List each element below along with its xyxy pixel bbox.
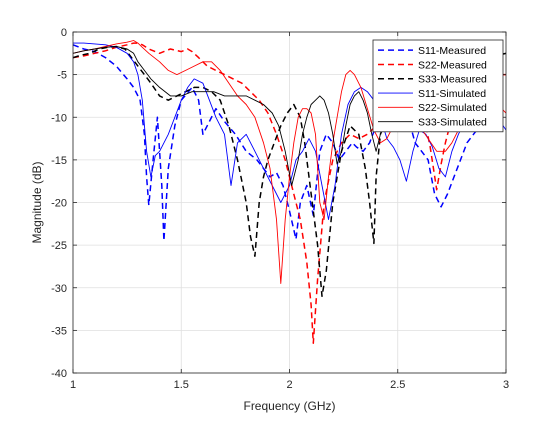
legend-label: S22-Measured [418,59,487,71]
series-line-s22-simulated [73,40,506,284]
x-axis-title: Frequency (GHz) [243,399,335,413]
y-tick-label: -5 [57,70,67,82]
series-line-s11-simulated [73,42,506,221]
x-tick-label: 1.5 [174,379,189,391]
y-tick-label: -30 [51,283,67,295]
x-tick-label: 2.5 [390,379,405,391]
legend-box [372,39,504,133]
y-tick-label: 0 [61,27,67,39]
y-axis-title: Magnitude (dB) [30,161,44,243]
y-tick-label: -25 [51,240,67,252]
x-tick-label: 3 [503,379,509,391]
legend-label: S11-Simulated [418,88,486,100]
y-tick-label: -10 [51,112,67,124]
legend-label: S33-Measured [418,74,487,86]
x-tick-label: 2 [286,379,292,391]
y-tick-label: -35 [51,325,67,337]
series-line-s22-measured [73,42,506,344]
y-tick-label: -40 [51,368,67,380]
y-tick-label: -15 [51,155,67,167]
y-tick-label: -20 [51,198,67,210]
legend: S11-Measured S22-Measured S33-Measured S11-… [372,39,504,133]
series-line-s11-measured [73,44,506,242]
legend-label: S33-Simulated [418,116,487,128]
ticks: 1 1.5 2 2.5 3 0 -5 -10 -15 -20 -25 -30 -35 -40 [51,27,509,391]
legend-label: S11-Measured [418,45,486,57]
x-tick-label: 1 [70,379,76,391]
legend-label: S22-Simulated [418,102,487,114]
